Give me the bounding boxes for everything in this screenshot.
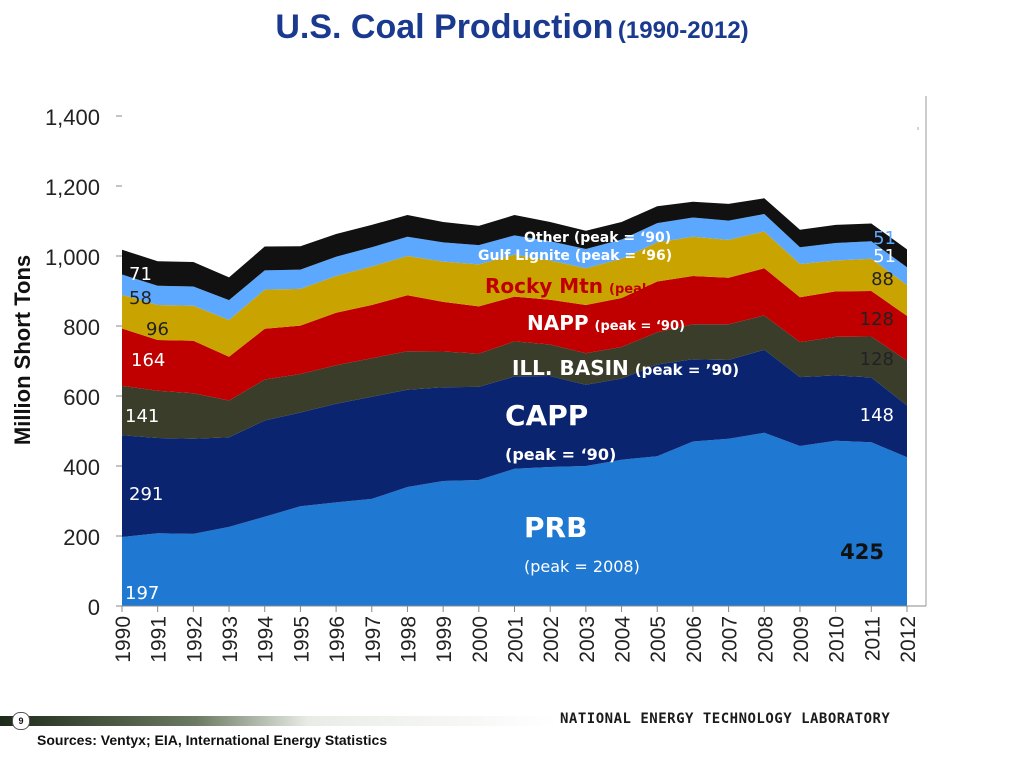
chart-title-sub: (1990-2012)	[617, 17, 749, 44]
chart-title: U.S. Coal Production (1990-2012)	[0, 8, 1024, 47]
y-tick-label: 0	[88, 595, 100, 620]
lab-name: NATIONAL ENERGY TECHNOLOGY LABORATORY	[560, 711, 891, 727]
data-label-1990: 164	[131, 350, 165, 371]
series-label-napp: NAPP (peak = ‘90)	[527, 311, 685, 335]
area-rocky-mtn	[122, 231, 907, 357]
footer-bar	[0, 716, 560, 726]
x-tick-label: 1997	[362, 616, 385, 663]
x-tick-label: 2002	[540, 616, 563, 663]
page-number: 9	[12, 712, 30, 730]
x-tick-label: 2000	[469, 616, 492, 663]
data-label-1990: 58	[129, 288, 152, 309]
y-tick-label: 600	[63, 385, 100, 410]
x-tick-label: 1993	[219, 616, 242, 663]
data-label-2012: 425	[840, 540, 884, 564]
series-label-other: Other (peak = ‘90)	[524, 230, 671, 246]
x-tick-label: 1994	[255, 616, 278, 663]
x-tick-label: 1996	[326, 616, 349, 663]
y-tick-label: 400	[63, 455, 100, 480]
data-label-1990: 141	[125, 406, 159, 427]
x-tick-label: 2003	[576, 616, 599, 663]
series-label-rocky-mtn: Rocky Mtn (peak = ’05)	[485, 274, 699, 298]
x-tick-label: 1990	[112, 616, 135, 663]
area-other	[122, 198, 907, 301]
area-ill-basin	[122, 315, 907, 439]
data-label-1990: 96	[146, 319, 169, 340]
data-label-2012: 128	[860, 349, 894, 370]
data-label-2012: 128	[860, 309, 894, 330]
data-label-1990: 197	[125, 583, 159, 604]
series-label-ill-basin: ILL. BASIN (peak = ’90)	[512, 356, 739, 380]
chart-title-main: U.S. Coal Production	[275, 8, 614, 46]
data-label-2012: 148	[860, 405, 894, 426]
x-tick-label: 2008	[754, 616, 777, 663]
series-label-gulf-lignite: Gulf Lignite (peak = ‘96)	[478, 248, 672, 264]
data-label-2012: 51	[873, 228, 896, 249]
y-tick-label: 800	[63, 315, 100, 340]
sources-note: Sources: Ventyx; EIA, International Ener…	[37, 732, 388, 748]
x-tick-label: 1999	[433, 616, 456, 663]
y-tick-label: 200	[63, 525, 100, 550]
x-tick-label: 2007	[719, 616, 742, 663]
data-label-1990: 71	[129, 264, 152, 285]
x-tick-label: 2012	[897, 616, 920, 663]
y-tick-label: 1,200	[45, 175, 100, 200]
x-tick-label: 2006	[683, 616, 706, 663]
series-label-prb: PRB (peak = 2008)	[524, 511, 640, 576]
area-napp	[122, 268, 907, 401]
coal-production-chart: 0 200 400 600 800 1,000 1,200 1,400 1990 1991 1992…	[10, 96, 927, 663]
data-label-2012: 88	[871, 269, 894, 290]
x-tick-label: 2011	[861, 616, 884, 661]
y-tick-label: 1,000	[45, 245, 100, 270]
area-capp	[122, 349, 907, 538]
area-prb	[122, 432, 907, 606]
series-label-capp: CAPP (peak = ‘90)	[505, 399, 616, 464]
x-tick-label: 2009	[790, 616, 813, 663]
y-axis-title: Million Short Tons	[10, 255, 35, 445]
data-label-2012: 51	[873, 246, 896, 267]
x-tick-label: 2005	[647, 616, 670, 663]
x-tick-label: 1992	[183, 616, 206, 663]
x-tick-label: 2004	[612, 616, 635, 663]
x-tick-label: 1991	[148, 616, 171, 663]
x-tick-label: 1995	[290, 616, 313, 663]
data-label-1990: 291	[129, 484, 163, 505]
x-tick-label: 1998	[397, 616, 420, 663]
y-tick-label: 1,400	[45, 105, 100, 130]
x-tick-label: 2010	[826, 616, 849, 663]
x-tick-label: 2001	[505, 616, 528, 663]
